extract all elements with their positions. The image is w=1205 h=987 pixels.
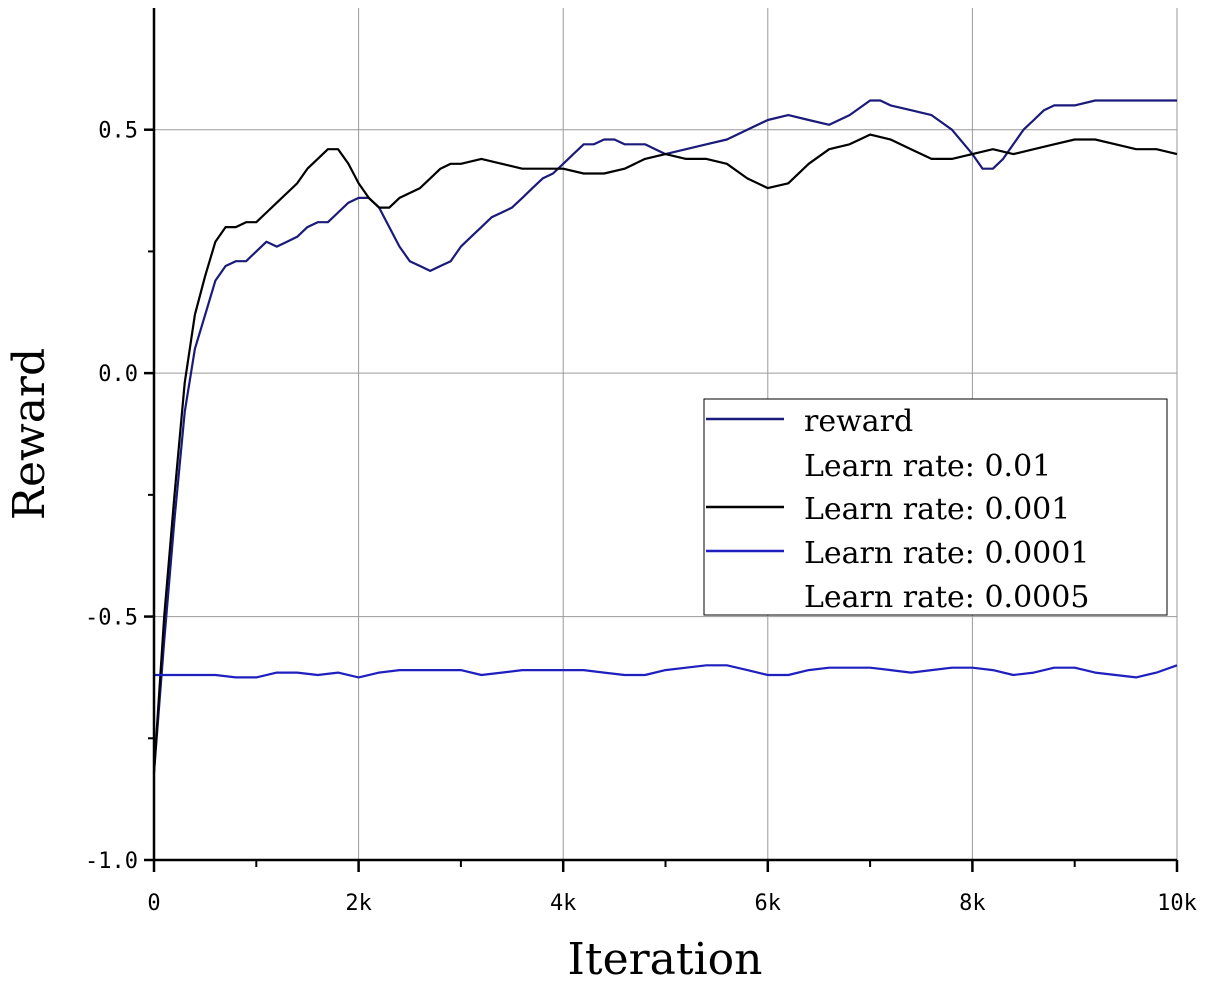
legend-label: Learn rate: 0.01 [804, 449, 1051, 484]
y-tick-label: 0.0 [98, 362, 138, 387]
legend-label: Learn rate: 0.0005 [804, 580, 1089, 615]
series-line-0 [152, 99, 1177, 773]
x-tick-label: 8k [959, 891, 986, 916]
legend-label: Learn rate: 0.0001 [804, 536, 1089, 571]
legend: reward Learn rate: 0.01 Learn rate: 0.001 L… [703, 398, 1168, 616]
tick-labels: 0 2k 4k 6k 8k 10k -1.0 -0.5 0.0 0.5 [85, 119, 1197, 916]
grid-lines [154, 8, 1178, 860]
y-tick-label: -0.5 [85, 606, 138, 631]
ticks [144, 128, 1179, 872]
series-layer [152, 99, 1178, 773]
y-tick-label: -1.0 [85, 849, 138, 874]
y-tick-label: 0.5 [98, 119, 138, 144]
series-line-1 [152, 133, 1178, 773]
x-tick-label: 10k [1157, 891, 1197, 916]
x-tick-label: 6k [755, 891, 782, 916]
legend-label: Learn rate: 0.001 [804, 492, 1070, 527]
x-tick-label: 0 [147, 891, 160, 916]
x-tick-label: 4k [550, 891, 577, 916]
series-line-2 [154, 664, 1178, 679]
y-axis-title: Reward [4, 348, 55, 520]
legend-label: reward [804, 404, 913, 439]
x-axis-title: Iteration [568, 934, 763, 985]
x-tick-label: 2k [345, 891, 372, 916]
